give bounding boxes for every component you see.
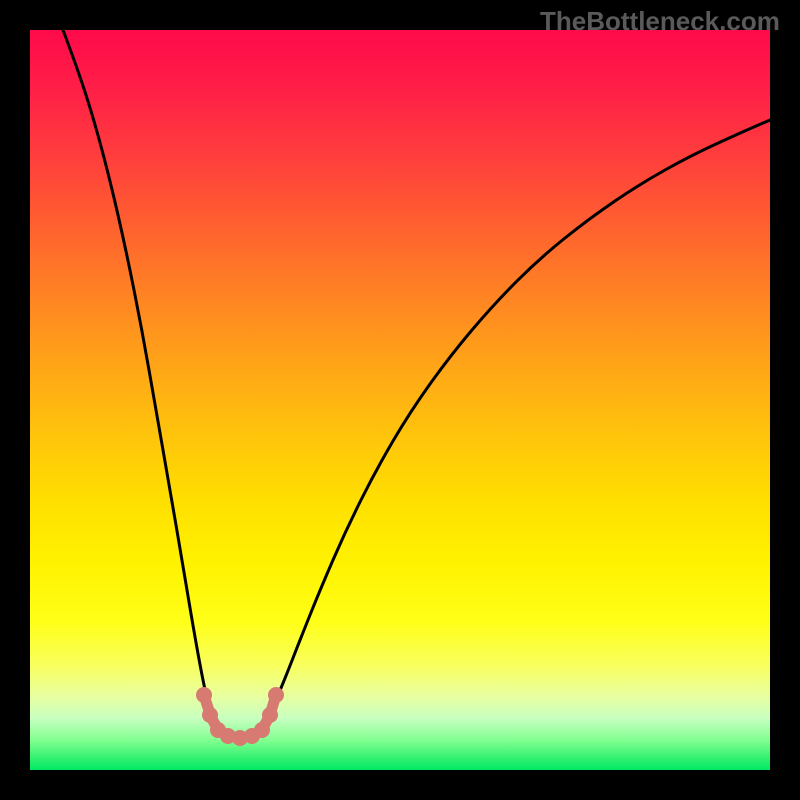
bottleneck-curve — [63, 30, 770, 738]
valley-marker-dot — [254, 722, 270, 738]
curve-svg — [0, 0, 800, 800]
watermark-text: TheBottleneck.com — [540, 6, 780, 37]
valley-marker-dot — [268, 687, 284, 703]
chart-container: TheBottleneck.com — [0, 0, 800, 800]
valley-marker-dot — [262, 707, 278, 723]
valley-marker-dot — [202, 707, 218, 723]
valley-marker-dot — [196, 687, 212, 703]
